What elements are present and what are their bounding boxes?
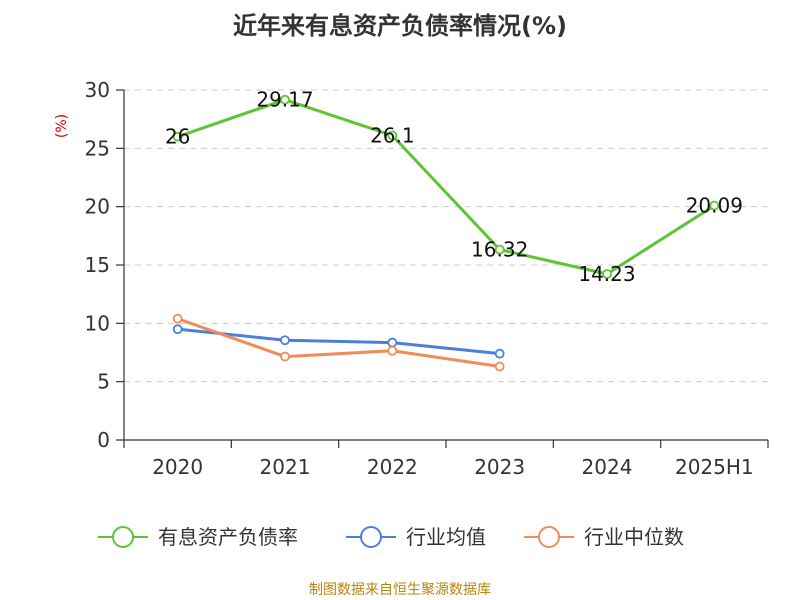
y-tick-label: 10 <box>85 311 110 335</box>
x-tick-label: 2024 <box>582 455 633 479</box>
legend-item[interactable]: 行业均值 <box>346 525 486 549</box>
legend-label: 行业均值 <box>406 525 486 549</box>
y-tick-label: 5 <box>97 370 110 394</box>
y-axis-unit: (%) <box>54 114 70 138</box>
x-tick-label: 2023 <box>474 455 525 479</box>
series-lines <box>172 94 720 372</box>
data-point[interactable] <box>280 351 290 362</box>
legend-marker-icon <box>360 526 382 548</box>
data-label: 20.09 <box>686 194 743 218</box>
y-tick-label: 15 <box>85 253 110 277</box>
x-tick-label: 2022 <box>367 455 418 479</box>
data-point[interactable] <box>387 337 398 348</box>
y-tick-label: 0 <box>97 428 110 452</box>
legend-marker-icon <box>538 526 560 548</box>
legend-marker-icon <box>112 526 134 548</box>
data-point[interactable] <box>494 348 505 359</box>
y-tick-label: 25 <box>85 136 110 160</box>
data-point[interactable] <box>280 335 290 346</box>
y-tick-label: 30 <box>85 78 110 102</box>
legend-item[interactable]: 行业中位数 <box>524 525 684 549</box>
series-line <box>177 327 500 356</box>
x-tick-label: 2025H1 <box>675 455 754 479</box>
x-tick-label: 2021 <box>260 455 311 479</box>
data-point[interactable] <box>494 244 505 255</box>
data-point[interactable] <box>280 94 290 105</box>
data-point[interactable] <box>172 313 183 324</box>
data-point[interactable] <box>387 130 398 141</box>
data-label: 26.1 <box>370 124 415 148</box>
data-point[interactable] <box>387 345 398 356</box>
source-note: 制图数据来自恒生聚源数据库 <box>309 582 491 598</box>
legend-label: 行业中位数 <box>584 525 684 549</box>
x-tick-label: 2020 <box>152 455 203 479</box>
legend[interactable]: 有息资产负债率 行业均值 行业中位数 <box>98 525 684 549</box>
axes: 0 5 10 15 20 25 30 2020 2021 2022 2023 2024 2025H1 <box>85 78 769 479</box>
data-point[interactable] <box>602 269 612 279</box>
series-line <box>177 317 500 368</box>
data-label: 26 <box>165 125 190 149</box>
series-line <box>177 98 716 276</box>
data-label: 16.32 <box>471 238 528 262</box>
data-label: 14.23 <box>578 262 635 286</box>
grid-lines <box>124 89 768 383</box>
data-labels: 26 29.17 26.1 16.32 14.23 20.09 <box>165 88 743 286</box>
data-point[interactable] <box>494 361 505 372</box>
y-tick-label: 20 <box>85 195 110 219</box>
legend-item[interactable]: 有息资产负债率 <box>98 525 298 549</box>
chart-title: 近年来有息资产负债率情况(%) <box>233 12 567 40</box>
data-point[interactable] <box>172 324 183 335</box>
data-point[interactable] <box>172 131 183 142</box>
data-point[interactable] <box>709 200 720 211</box>
data-label: 29.17 <box>256 88 313 112</box>
legend-label: 有息资产负债率 <box>158 525 298 549</box>
